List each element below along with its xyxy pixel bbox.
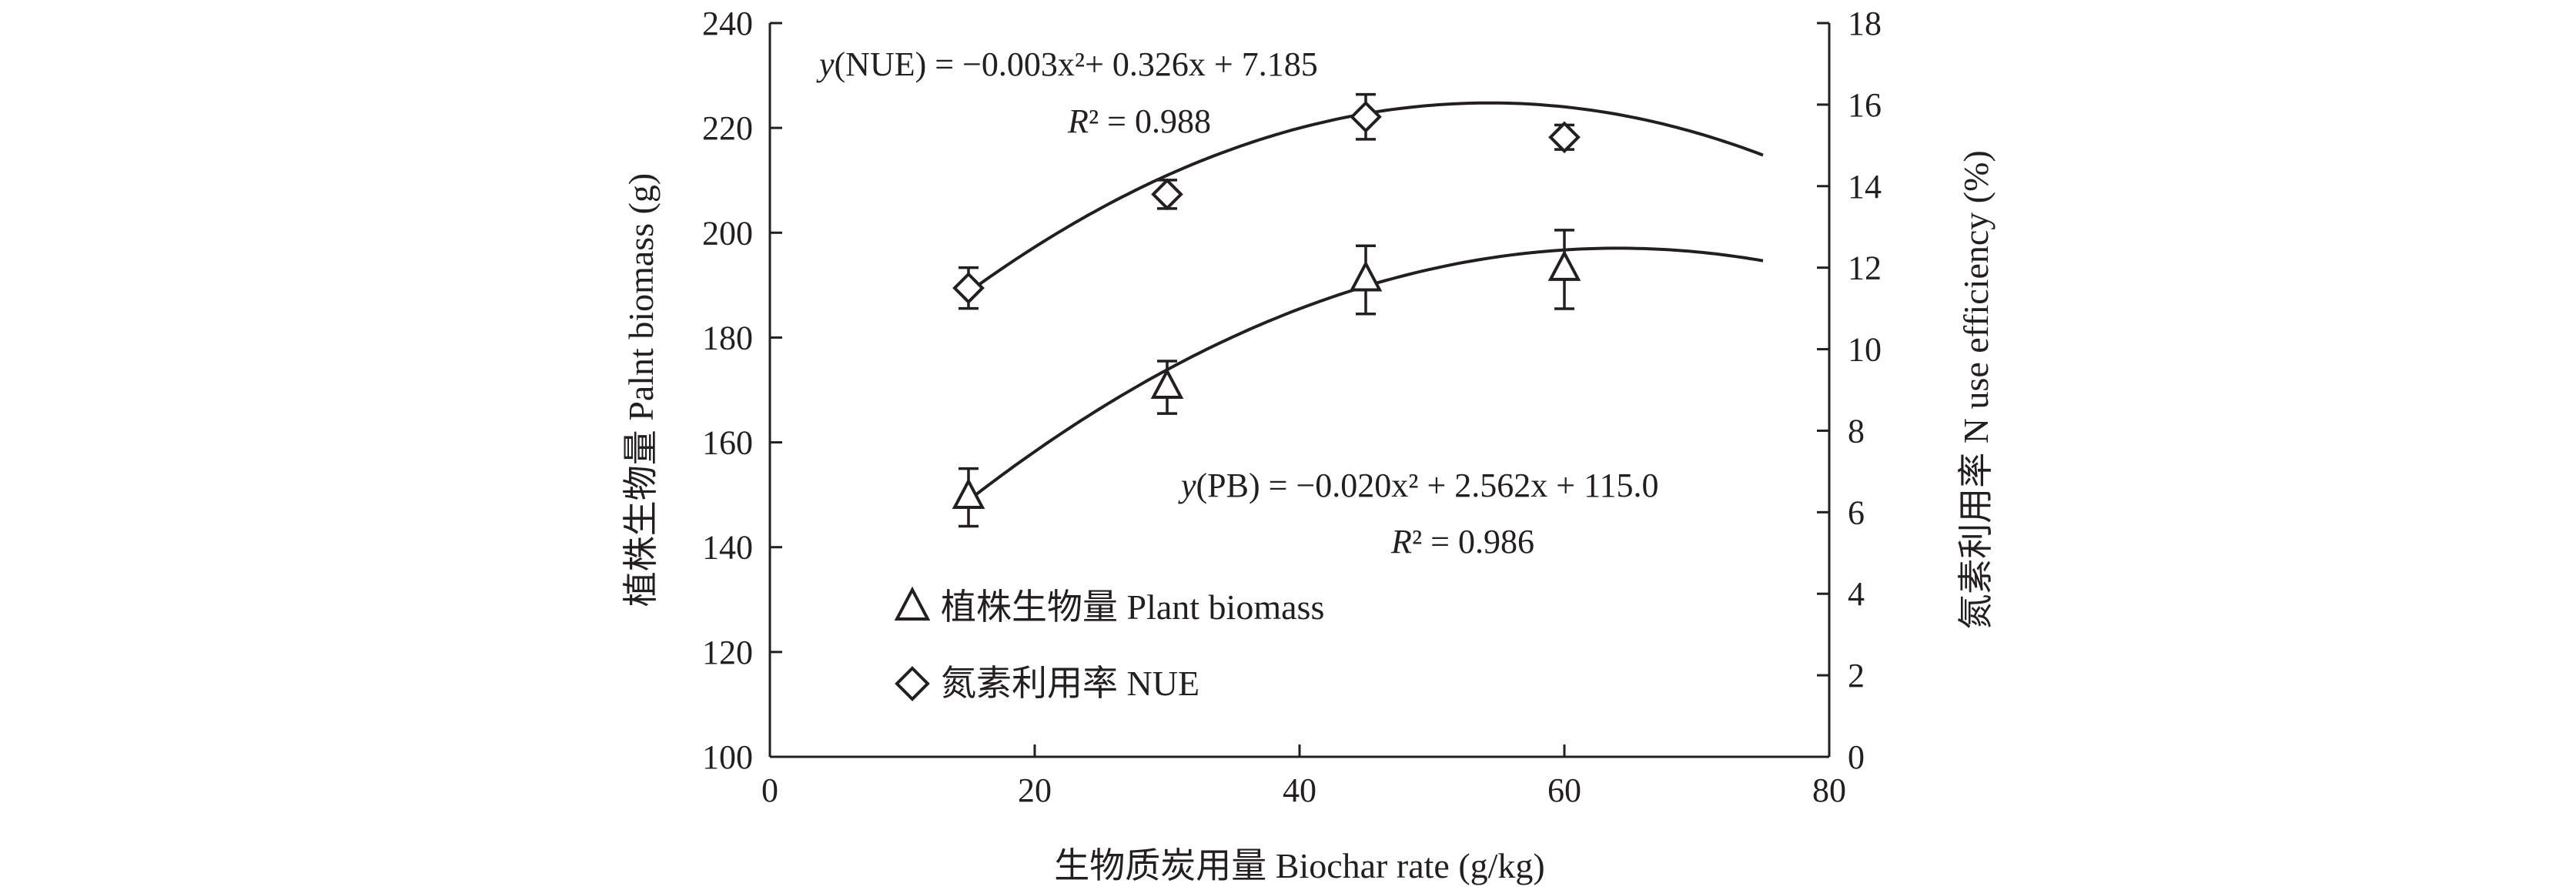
nue-point	[952, 266, 985, 310]
pb-r2-value: ² = 0.986	[1412, 523, 1534, 560]
y-left-tick-label: 120	[702, 634, 753, 671]
legend-diamond-icon	[895, 666, 930, 701]
legend-triangle-icon	[894, 586, 931, 621]
y-left-tick-label: 140	[702, 529, 753, 567]
diamond-marker-icon	[1151, 178, 1183, 211]
x-tick-label: 40	[1283, 771, 1316, 809]
y-left-tick-label: 220	[702, 109, 753, 147]
y-right-tick-label: 14	[1848, 168, 1882, 206]
pb-equation-prefix: y	[1178, 467, 1196, 504]
y-left-axis-label: 植株生物量 Palnt biomass (g)	[621, 173, 661, 607]
nue-point	[1548, 121, 1581, 154]
y-right-tick-label: 2	[1848, 657, 1865, 694]
plant-biomass-point	[1150, 360, 1184, 415]
nue-equation: y(NUE) = −0.003x²+ 0.326x + 7.185	[816, 45, 1318, 83]
y-right-tick-label: 10	[1848, 331, 1882, 369]
y-right-tick-label: 6	[1848, 494, 1865, 531]
pb-r-squared: R² = 0.986	[1390, 523, 1534, 560]
nue-r2-label: R	[1067, 102, 1089, 140]
legend-label-nue: 氮素利用率 NUE	[941, 664, 1199, 703]
y-right-tick-label: 4	[1848, 575, 1865, 613]
y-left-tick-label: 100	[702, 738, 753, 776]
legend: 植株生物量 Plant biomass 氮素利用率 NUE	[894, 586, 1324, 703]
y-right-tick-label: 16	[1848, 86, 1882, 124]
triangle-marker-icon	[1547, 249, 1581, 281]
x-tick-label: 20	[1018, 771, 1052, 809]
x-tick-label: 80	[1812, 771, 1846, 809]
diamond-marker-icon	[952, 272, 985, 304]
x-tick-label: 0	[761, 771, 778, 809]
y-right-tick-label: 0	[1848, 738, 1865, 776]
y-left-tick-label: 200	[702, 214, 753, 252]
triangle-marker-icon	[1349, 260, 1383, 292]
y-left-tick-label: 160	[702, 424, 753, 462]
nue-point	[1350, 92, 1382, 141]
nue-r-squared: R² = 0.988	[1067, 102, 1211, 140]
plant-biomass-point	[952, 467, 985, 528]
data-points	[952, 92, 1581, 528]
y-right-axis-label: 氮素利用率 N use efficiency (%)	[1956, 150, 1996, 630]
y-right-tick-label: 12	[1848, 249, 1882, 287]
y-left-ticks: 100 120 140 160 180 200 220 240	[702, 5, 782, 776]
plant-biomass-point	[1349, 244, 1383, 316]
nue-point	[1151, 178, 1183, 211]
nue-equation-prefix: y	[816, 45, 835, 83]
diamond-marker-icon	[1350, 100, 1382, 133]
x-ticks: 0 20 40 60 80	[761, 744, 1846, 809]
x-tick-label: 60	[1547, 771, 1581, 809]
nue-equation-body: (NUE) = −0.003x²+ 0.326x + 7.185	[835, 45, 1318, 83]
legend-label-plant-biomass: 植株生物量 Plant biomass	[941, 587, 1324, 627]
plant-biomass-point	[1547, 229, 1581, 310]
x-axis-label: 生物质炭用量 Biochar rate (g/kg)	[1054, 846, 1544, 885]
pb-equation: y(PB) = −0.020x² + 2.562x + 115.0	[1178, 467, 1658, 504]
nue-r2-value: ² = 0.988	[1089, 102, 1211, 140]
y-right-ticks: 0 2 4 6 8 10 12 14 16 18	[1817, 5, 1882, 776]
axes	[768, 23, 1831, 758]
y-left-tick-label: 240	[702, 5, 753, 42]
triangle-marker-icon	[952, 477, 985, 509]
pb-equation-body: (PB) = −0.020x² + 2.562x + 115.0	[1196, 467, 1659, 504]
triangle-marker-icon	[1150, 367, 1184, 400]
y-right-tick-label: 18	[1848, 5, 1882, 42]
pb-r2-label: R	[1390, 523, 1412, 560]
y-left-tick-label: 180	[702, 319, 753, 356]
y-right-tick-label: 8	[1848, 412, 1865, 450]
diamond-marker-icon	[1548, 121, 1581, 154]
